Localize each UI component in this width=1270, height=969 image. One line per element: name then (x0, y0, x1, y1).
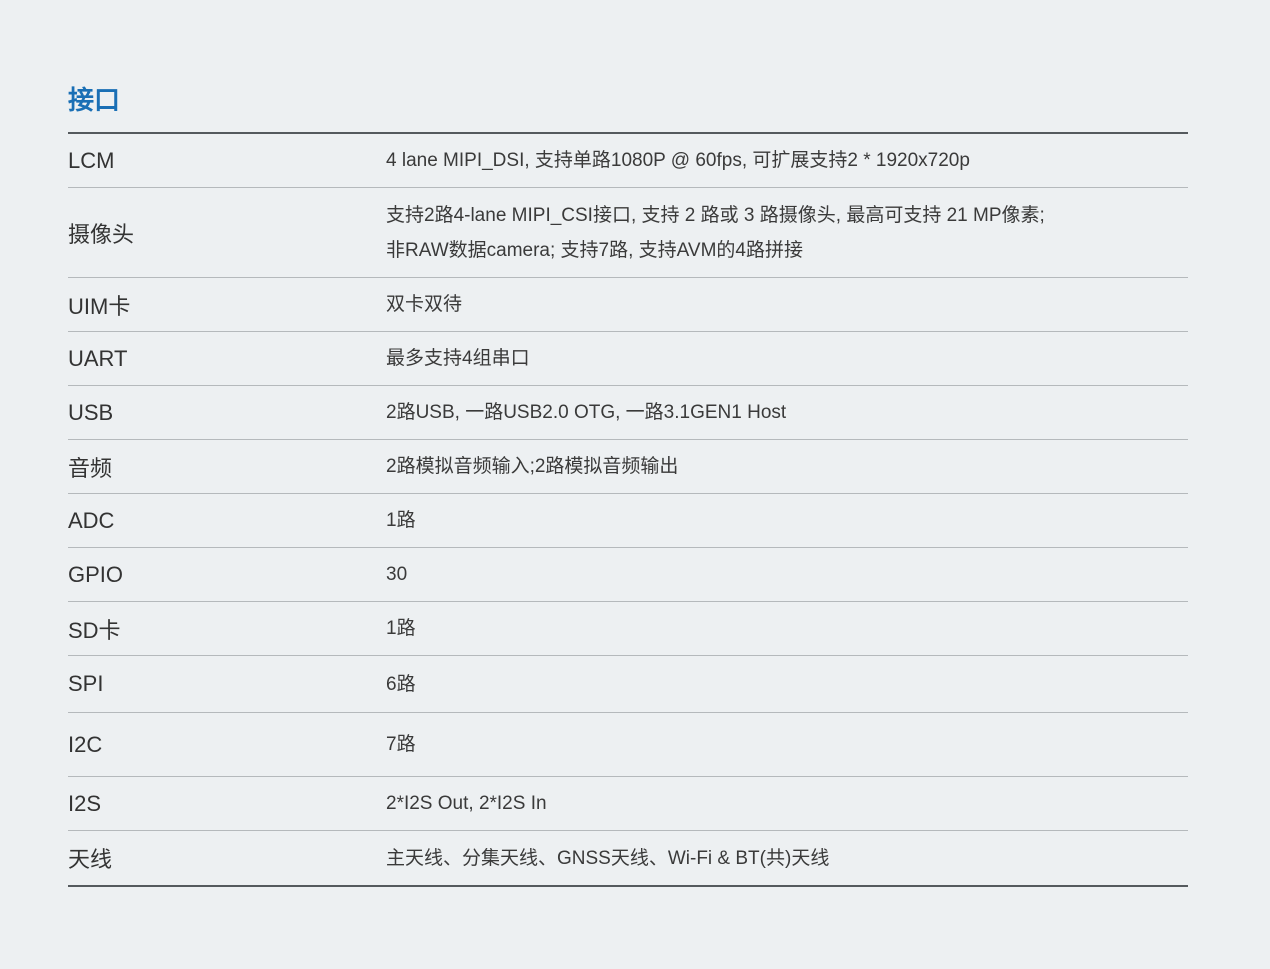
row-label: UIM卡 (68, 293, 131, 319)
row-value: 2路模拟音频输入;2路模拟音频输出 (386, 449, 1188, 484)
spec-table: LCM 4 lane MIPI_DSI, 支持单路1080P @ 60fps, 可… (68, 132, 1188, 887)
row-value: 主天线、分集天线、GNSS天线、Wi-Fi & BT(共)天线 (386, 841, 1188, 876)
table-row: 摄像头 支持2路4-lane MIPI_CSI接口, 支持 2 路或 3 路摄像头… (68, 188, 1188, 278)
table-row: 天线 主天线、分集天线、GNSS天线、Wi-Fi & BT(共)天线 (68, 831, 1188, 885)
row-label: ADC (68, 507, 115, 533)
row-value: 4 lane MIPI_DSI, 支持单路1080P @ 60fps, 可扩展支… (386, 143, 1188, 178)
row-value-line: 1路 (386, 510, 416, 531)
row-label: I2C (68, 731, 103, 757)
table-row: UIM卡 双卡双待 (68, 278, 1188, 332)
row-value-line: 6路 (386, 673, 416, 695)
row-value: 2路USB, 一路USB2.0 OTG, 一路3.1GEN1 Host (386, 395, 1188, 430)
table-row: SPI 6路 (68, 656, 1188, 713)
row-value-line: 2*I2S Out, 2*I2S In (386, 793, 547, 814)
table-row: ADC 1路 (68, 494, 1188, 548)
row-label: 天线 (68, 847, 113, 872)
row-value: 2*I2S Out, 2*I2S In (386, 786, 1188, 821)
table-row: 音频 2路模拟音频输入;2路模拟音频输出 (68, 440, 1188, 494)
row-value-line: 4 lane MIPI_DSI, 支持单路1080P @ 60fps, 可扩展支… (386, 150, 970, 171)
section-title: 接口 (68, 85, 121, 115)
row-value-line: 主天线、分集天线、GNSS天线、Wi-Fi & BT(共)天线 (386, 847, 830, 869)
table-row: SD卡 1路 (68, 602, 1188, 656)
row-value-line: 30 (386, 564, 408, 585)
row-value: 最多支持4组串口 (386, 341, 1188, 376)
row-value: 支持2路4-lane MIPI_CSI接口, 支持 2 路或 3 路摄像头, 最… (386, 198, 1188, 268)
row-value-line: 2路USB, 一路USB2.0 OTG, 一路3.1GEN1 Host (386, 402, 787, 423)
row-value-line: 支持2路4-lane MIPI_CSI接口, 支持 2 路或 3 路摄像头, 最… (386, 204, 1045, 226)
row-value: 1路 (386, 503, 1188, 538)
row-label: SPI (68, 671, 104, 696)
row-value-line: 最多支持4组串口 (386, 348, 530, 369)
row-label: 音频 (68, 455, 113, 481)
row-label: USB (68, 399, 114, 425)
row-value: 30 (386, 557, 1188, 592)
table-row: GPIO 30 (68, 548, 1188, 602)
row-label: 摄像头 (68, 221, 135, 247)
row-value-line: 1路 (386, 618, 416, 639)
row-value-line: 7路 (386, 734, 416, 755)
table-row: I2C 7路 (68, 713, 1188, 777)
table-row: LCM 4 lane MIPI_DSI, 支持单路1080P @ 60fps, 可… (68, 134, 1188, 188)
row-value-line: 非RAW数据camera; 支持7路, 支持AVM的4路拼接 (386, 239, 803, 261)
row-label: UART (68, 345, 128, 371)
row-value-line: 2路模拟音频输入;2路模拟音频输出 (386, 456, 679, 477)
row-label: LCM (68, 147, 115, 173)
row-value: 双卡双待 (386, 287, 1188, 322)
table-row: UART 最多支持4组串口 (68, 332, 1188, 386)
table-row: I2S 2*I2S Out, 2*I2S In (68, 777, 1188, 831)
row-label: SD卡 (68, 617, 121, 643)
table-row: USB 2路USB, 一路USB2.0 OTG, 一路3.1GEN1 Host (68, 386, 1188, 440)
row-label: GPIO (68, 561, 124, 587)
row-value: 6路 (386, 667, 1188, 702)
row-value: 1路 (386, 611, 1188, 646)
row-label: I2S (68, 790, 102, 816)
row-value-line: 双卡双待 (386, 294, 463, 315)
row-value: 7路 (386, 727, 1188, 762)
